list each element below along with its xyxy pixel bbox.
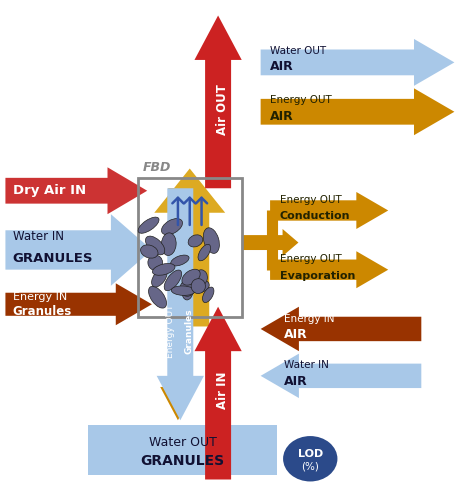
Ellipse shape [189,279,209,293]
Ellipse shape [140,245,158,258]
Ellipse shape [171,286,195,296]
Polygon shape [160,188,196,420]
Text: Granules: Granules [12,305,72,318]
Bar [138,178,242,317]
Polygon shape [5,214,152,286]
Text: AIR: AIR [270,60,294,73]
Text: Air OUT: Air OUT [216,84,229,135]
Ellipse shape [152,269,167,287]
Polygon shape [242,229,299,256]
Polygon shape [194,307,242,480]
Text: GRANULES: GRANULES [141,454,225,468]
Text: Water IN: Water IN [284,360,329,370]
Polygon shape [156,188,204,420]
Text: GRANULES: GRANULES [12,252,93,265]
Ellipse shape [164,270,182,291]
Polygon shape [261,353,421,398]
Text: Water OUT: Water OUT [149,436,217,449]
Ellipse shape [161,233,176,255]
Text: Energy IN: Energy IN [284,313,335,324]
Text: Conduction: Conduction [280,211,350,221]
Ellipse shape [171,255,189,266]
Ellipse shape [180,280,195,297]
Text: Water OUT: Water OUT [270,46,326,55]
Ellipse shape [146,236,165,255]
Polygon shape [5,167,147,214]
Polygon shape [194,15,242,188]
Text: AIR: AIR [284,375,308,388]
Text: Granules: Granules [184,308,193,354]
Text: Energy OUT: Energy OUT [166,304,175,358]
Ellipse shape [198,245,210,261]
Text: LOD: LOD [298,449,323,459]
Polygon shape [261,39,455,86]
Text: Evaporation: Evaporation [280,271,355,281]
Ellipse shape [182,269,200,285]
Ellipse shape [191,279,205,294]
Text: Energy OUT: Energy OUT [270,95,332,105]
Text: Energy IN: Energy IN [12,292,67,302]
Ellipse shape [203,228,219,253]
Text: Energy OUT: Energy OUT [280,195,341,205]
Polygon shape [155,168,225,327]
Ellipse shape [182,282,193,300]
Ellipse shape [148,286,166,308]
Bar [88,425,277,475]
Ellipse shape [162,219,182,235]
Text: Energy OUT: Energy OUT [280,254,341,264]
Polygon shape [261,307,421,351]
Text: AIR: AIR [270,110,294,123]
Ellipse shape [283,436,337,482]
Text: (%): (%) [301,461,319,471]
Ellipse shape [138,217,159,233]
Polygon shape [261,88,455,135]
Text: FBD: FBD [143,161,171,174]
Polygon shape [270,192,388,229]
Text: Dry Air IN: Dry Air IN [12,184,86,197]
Ellipse shape [153,263,175,275]
Text: AIR: AIR [284,328,308,341]
Ellipse shape [188,235,203,247]
Polygon shape [5,283,152,325]
Text: Air IN: Air IN [216,372,229,409]
Ellipse shape [194,270,208,286]
Ellipse shape [148,255,163,270]
Text: Water IN: Water IN [12,230,64,243]
Ellipse shape [202,287,214,302]
Polygon shape [270,251,388,288]
